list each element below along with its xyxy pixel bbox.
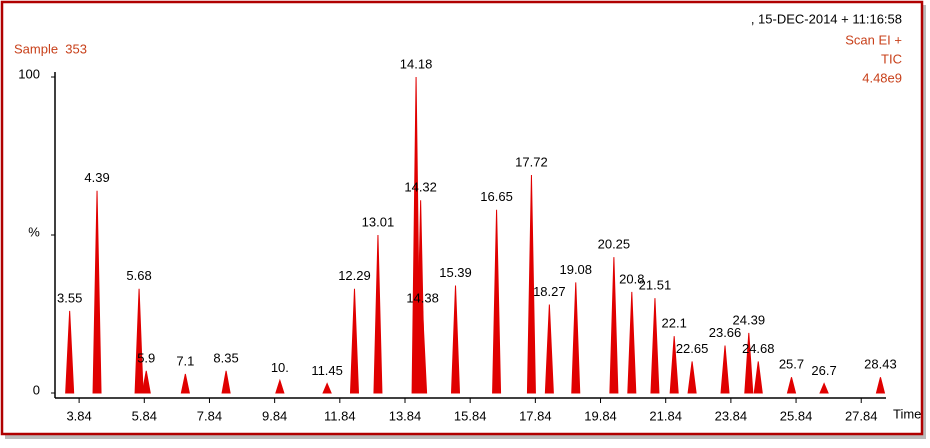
peak [492,209,502,394]
peak-label: 11.45 [311,363,343,378]
x-tick-label: 19.84 [584,408,617,423]
peak [571,282,581,394]
peak [669,336,679,394]
peak-label: 14.18 [400,56,433,71]
peak [180,373,190,394]
peak [753,361,763,394]
peak [65,310,75,394]
x-tick-label: 15.84 [454,408,487,423]
peak [322,382,332,394]
peak [819,382,829,394]
peak-label: 4.39 [84,170,109,185]
peak-label: 3.55 [57,290,82,305]
peak [526,174,536,394]
x-tick-label: 25.84 [780,408,813,423]
peak-label: 5.9 [137,350,155,365]
peak [786,377,797,394]
x-axis-label: Time [893,406,921,421]
peak [744,332,754,394]
peak [221,370,231,394]
peak [609,257,619,394]
peak [875,377,886,394]
x-tick-label: 23.84 [715,408,748,423]
peak-label: 24.68 [742,341,775,356]
peak [544,304,554,394]
peak [720,345,730,394]
peak-label: 20.25 [598,237,631,252]
peak-label: 14.32 [404,180,437,195]
peak [92,190,102,394]
peak-label: 19.08 [559,262,592,277]
peak [373,234,383,394]
x-tick-label: 27.84 [845,408,878,423]
peak-label: 16.65 [480,189,513,204]
peak-label: 21.51 [639,278,672,293]
x-tick-label: 5.84 [132,408,157,423]
peak-label: 17.72 [515,154,548,169]
peak-label: 24.39 [733,312,766,327]
x-tick-label: 9.84 [262,408,287,423]
peak [418,310,428,394]
peak [627,291,637,394]
peak [134,288,144,394]
x-tick-label: 11.84 [324,408,356,423]
peak-label: 5.68 [126,268,151,283]
trace-name: TIC [881,51,902,66]
intensity: 4.48e9 [862,70,902,85]
peak [650,298,660,394]
frame [0,0,924,436]
header-date: , 15-DEC-2014 + 11:16:58 [751,11,902,26]
peak-label: 25.7 [779,357,804,372]
peak-label: 23.66 [709,325,742,340]
peak [687,361,697,394]
x-tick-label: 21.84 [649,408,682,423]
x-tick-label: 3.84 [66,408,91,423]
peak-label: 26.7 [811,363,836,378]
peak-label: 10. [271,360,289,375]
peak-label: 12.29 [338,268,371,283]
peak-label: 28.43 [864,357,897,372]
peak [275,378,285,394]
x-tick-label: 7.84 [197,408,222,423]
peak-label: 13.01 [362,214,395,229]
peak-label: 7.1 [176,353,194,368]
scan-mode: Scan EI + [845,32,902,47]
sample-name: Sample 353 [14,41,87,56]
y-tick-label: 100 [18,66,40,81]
peak-label: 14.38 [406,290,439,305]
peak [141,370,151,394]
peak-label: 22.65 [676,341,709,356]
peak-label: 8.35 [213,350,238,365]
peak-label: 15.39 [439,265,472,280]
peak-label: 18.27 [533,284,566,299]
peak-label: 20.8 [619,271,644,286]
peak-label: 22.1 [662,316,687,331]
x-tick-label: 13.84 [389,408,422,423]
y-tick-label: 0 [33,382,40,397]
x-tick-label: 17.84 [519,408,552,423]
peak [450,285,461,394]
peak [349,288,360,394]
y-axis-label: % [28,224,40,239]
